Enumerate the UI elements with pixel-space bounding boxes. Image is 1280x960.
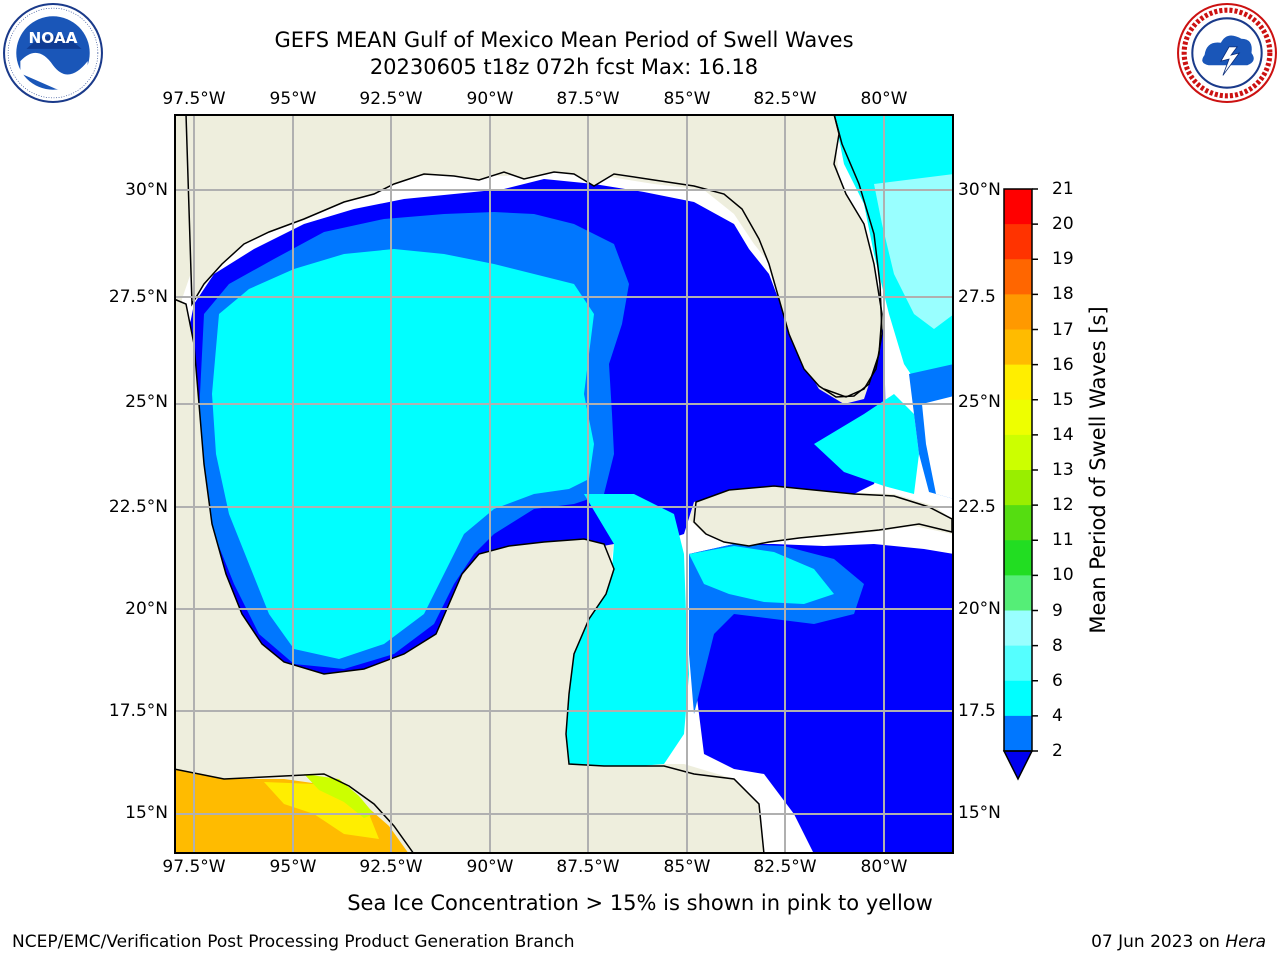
- colorbar-bin: [1004, 224, 1032, 260]
- lat-tick-right: 27.5: [958, 287, 996, 307]
- colorbar-bin: [1004, 294, 1032, 330]
- lat-tick-right: 20°N: [958, 599, 1001, 619]
- gulf-of-mexico-map: [174, 114, 954, 854]
- noaa-logo-icon: NOAA: [3, 3, 103, 103]
- lon-tick-bottom: 82.5°W: [753, 857, 817, 877]
- colorbar-bin: [1004, 645, 1032, 682]
- colorbar-bin: [1004, 505, 1032, 541]
- cuba-island: [693, 485, 953, 547]
- colorbar-tick-label: 15: [1052, 389, 1074, 410]
- swell-contour-6-8-caribbean: [689, 546, 834, 604]
- colorbar-tick-label: 11: [1052, 530, 1074, 551]
- date-credit: 07 Jun 2023 on Hera: [1091, 932, 1266, 952]
- sea-ice-footnote: Sea Ice Concentration > 15% is shown in …: [0, 890, 1280, 916]
- lat-tick-right: 25°N: [958, 392, 1001, 412]
- chart-title: GEFS MEAN Gulf of Mexico Mean Period of …: [274, 28, 854, 52]
- colorbar-tick-label: 6: [1052, 670, 1063, 691]
- colorbar-bin: [1004, 470, 1032, 506]
- swell-contour-6-8-yucatan: [559, 494, 689, 769]
- florida-coast: [823, 114, 883, 398]
- colorbar-bin: [1004, 259, 1032, 295]
- lat-tick-left: 15°N: [125, 803, 168, 823]
- lat-tick-right: 17.5: [958, 701, 996, 721]
- colorbar-tick-label: 8: [1052, 635, 1063, 656]
- lon-tick-bottom: 97.5°W: [162, 857, 226, 877]
- lon-tick-bottom: 95°W: [269, 857, 317, 877]
- svg-text:NOAA: NOAA: [28, 29, 77, 47]
- lon-tick-top: 92.5°W: [359, 89, 423, 109]
- nws-logo-icon: [1177, 3, 1277, 103]
- lat-tick-right: 15°N: [958, 803, 1001, 823]
- colorbar-tick-label: 16: [1052, 354, 1074, 375]
- colorbar-tick-label: 9: [1052, 600, 1063, 621]
- lat-tick-left: 30°N: [125, 180, 168, 200]
- colorbar-tick-label: 14: [1052, 424, 1074, 445]
- colorbar-tick-label: 19: [1052, 249, 1074, 270]
- lon-tick-bottom: 92.5°W: [359, 857, 423, 877]
- swell-contour-2-4-caribbean: [689, 544, 954, 854]
- colorbar-bin: [1004, 434, 1032, 471]
- lat-tick-left: 17.5°N: [108, 701, 168, 721]
- colorbar-title: Mean Period of Swell Waves [s]: [1086, 306, 1110, 634]
- colorbar-bin: [1004, 715, 1032, 752]
- colorbar-bin: [1004, 540, 1032, 576]
- colorbar-under-triangle: [1002, 750, 1034, 781]
- colorbar-tick-label: 17: [1052, 319, 1074, 340]
- lat-tick-right: 30°N: [958, 180, 1001, 200]
- colorbar-bin: [1004, 575, 1032, 611]
- colorbar-tick-label: 4: [1052, 705, 1063, 726]
- swell-contour-6-8-straits: [814, 394, 919, 494]
- map-gridlines: [174, 114, 954, 854]
- colorbar-tick-label: 20: [1052, 214, 1074, 235]
- lon-tick-top: 85°W: [663, 89, 711, 109]
- lon-tick-top: 90°W: [466, 89, 514, 109]
- colorbar-tick-label: 18: [1052, 284, 1074, 305]
- swell-contour-6-8-gulf: [212, 249, 594, 659]
- pacific-contour-13-15: [304, 774, 374, 818]
- lon-tick-bottom: 90°W: [466, 857, 514, 877]
- map-border: [174, 114, 954, 854]
- colorbar-bin: [1004, 329, 1032, 366]
- colorbar-bin: [1004, 364, 1032, 401]
- colorbar-tick-label: 2: [1052, 741, 1063, 761]
- colorbar-tick-label: 10: [1052, 565, 1074, 586]
- colorbar-tick-label: 13: [1052, 460, 1074, 480]
- lon-tick-bottom: 80°W: [860, 857, 908, 877]
- colorbar-bin: [1004, 610, 1032, 647]
- lon-tick-top: 87.5°W: [556, 89, 620, 109]
- colorbar: [1002, 188, 1038, 781]
- machine-name: Hera: [1225, 932, 1266, 952]
- lon-tick-top: 95°W: [269, 89, 317, 109]
- lat-tick-left: 20°N: [125, 599, 168, 619]
- lat-tick-left: 25°N: [125, 392, 168, 412]
- lat-tick-right: 22.5: [958, 497, 996, 517]
- lat-tick-left: 27.5°N: [108, 287, 168, 307]
- lon-tick-top: 97.5°W: [162, 89, 226, 109]
- forecast-subtitle: 20230605 t18z 072h fcst Max: 16.18: [369, 55, 759, 79]
- colorbar-tick-label: 12: [1052, 495, 1074, 516]
- colorbar-bin: [1004, 399, 1032, 436]
- branch-credit: NCEP/EMC/Verification Post Processing Pr…: [12, 932, 575, 952]
- swell-contour-8-9-atlantic: [874, 174, 954, 329]
- footnote-text: Sea Ice Concentration > 15% is shown in …: [347, 891, 933, 915]
- colorbar-bin: [1004, 680, 1032, 717]
- lon-tick-top: 82.5°W: [753, 89, 817, 109]
- mexico-land: [174, 298, 765, 854]
- lat-tick-left: 22.5°N: [108, 497, 168, 517]
- colorbar-bin: [1004, 189, 1032, 225]
- date-text: 07 Jun 2023 on: [1091, 932, 1220, 952]
- colorbar-tick-label: 21: [1052, 179, 1074, 199]
- lon-tick-bottom: 85°W: [663, 857, 711, 877]
- lon-tick-bottom: 87.5°W: [556, 857, 620, 877]
- lon-tick-top: 80°W: [860, 89, 908, 109]
- white-nodata-atlantic: [922, 396, 954, 499]
